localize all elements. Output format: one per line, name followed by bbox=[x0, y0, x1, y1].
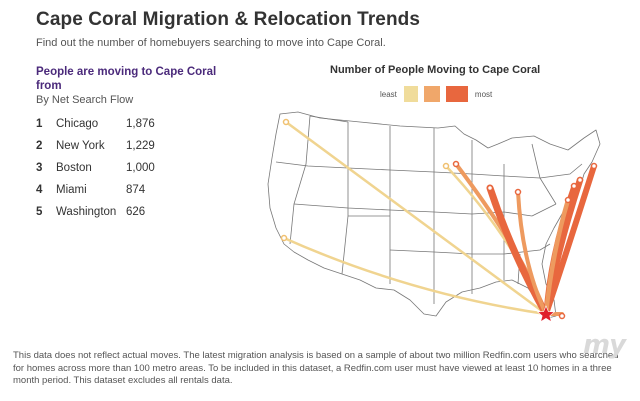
city-name: Miami bbox=[56, 184, 87, 196]
origin-marker bbox=[564, 196, 572, 204]
flow-seattle bbox=[284, 120, 548, 316]
flow-washington bbox=[543, 197, 571, 317]
legend-swatch-most bbox=[445, 86, 468, 102]
legend-swatch-mid bbox=[423, 86, 440, 102]
origin-marker bbox=[558, 312, 566, 320]
city-name: Chicago bbox=[56, 118, 99, 130]
red-star-icon bbox=[536, 305, 556, 323]
origin-marker bbox=[514, 188, 522, 196]
rank-number: 1 bbox=[36, 118, 43, 130]
ranking-item: 5 Washington 626 bbox=[36, 201, 176, 223]
search-count: 1,876 bbox=[126, 118, 155, 130]
legend-most-label: most bbox=[474, 89, 493, 99]
rank-number: 2 bbox=[36, 140, 43, 152]
migration-flows bbox=[282, 120, 597, 318]
rank-number: 4 bbox=[36, 184, 43, 196]
ranking-heading: People are moving to Cape Coral from bbox=[36, 66, 217, 92]
rank-number: 5 bbox=[36, 206, 43, 218]
ranking-item: 2 New York 1,229 bbox=[36, 135, 176, 157]
city-name: Boston bbox=[56, 162, 92, 174]
search-count: 874 bbox=[126, 184, 146, 196]
legend-swatch-least bbox=[403, 86, 418, 102]
origin-marker bbox=[486, 184, 494, 192]
origin-marker bbox=[282, 118, 290, 126]
search-count: 1,000 bbox=[126, 162, 155, 174]
footnote-disclaimer: This data does not reflect actual moves.… bbox=[13, 350, 619, 386]
ranking-subheading: By Net Search Flow bbox=[36, 94, 134, 106]
origin-marker bbox=[576, 176, 584, 184]
page-title: Cape Coral Migration & Relocation Trends bbox=[36, 9, 421, 30]
ranking-item: 1 Chicago 1,876 bbox=[36, 113, 176, 135]
search-count: 1,229 bbox=[126, 140, 155, 152]
city-name: New York bbox=[56, 140, 105, 152]
origin-marker bbox=[570, 182, 578, 190]
page-subtitle: Find out the number of homebuyers search… bbox=[36, 37, 386, 49]
us-migration-map bbox=[267, 111, 601, 323]
search-count: 626 bbox=[126, 206, 146, 218]
ranking-list: 1 Chicago 1,876 2 New York 1,229 3 Bosto… bbox=[36, 113, 176, 223]
origin-marker bbox=[590, 162, 598, 170]
flow-california bbox=[282, 236, 548, 316]
origin-marker bbox=[452, 160, 460, 168]
origin-markers bbox=[280, 118, 598, 320]
city-name: Washington bbox=[56, 206, 117, 218]
flow-detroit bbox=[516, 190, 548, 316]
origin-marker bbox=[280, 234, 288, 242]
map-legend: least most bbox=[376, 86, 496, 102]
ranking-item: 4 Miami 874 bbox=[36, 179, 176, 201]
map-title: Number of People Moving to Cape Coral bbox=[330, 64, 541, 76]
watermark-logo: my bbox=[583, 330, 626, 360]
flow-boston bbox=[543, 163, 597, 317]
ranking-item: 3 Boston 1,000 bbox=[36, 157, 176, 179]
legend-least-label: least bbox=[380, 89, 397, 99]
rank-number: 3 bbox=[36, 162, 43, 174]
origin-marker bbox=[442, 162, 450, 170]
